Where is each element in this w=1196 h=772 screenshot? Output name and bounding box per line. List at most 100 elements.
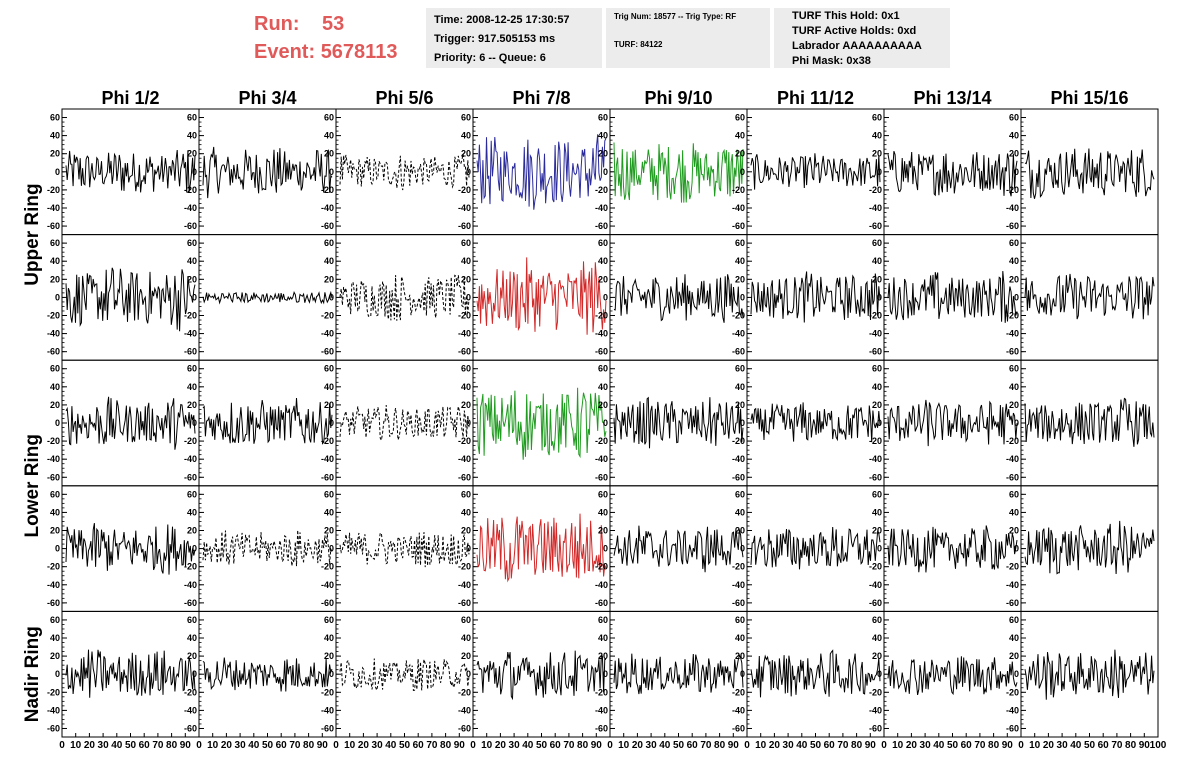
y-tick-label: 20 xyxy=(735,274,745,284)
waveform-trace xyxy=(202,290,333,305)
y-tick-label: 60 xyxy=(187,113,197,123)
waveform-trace xyxy=(65,523,196,575)
y-tick-label: 40 xyxy=(187,256,197,266)
waveform-trace xyxy=(65,267,196,332)
y-tick-label: 0 xyxy=(55,167,60,177)
y-tick-label: 0 xyxy=(603,544,608,554)
x-tick-label: 20 xyxy=(1043,740,1055,751)
y-tick-label: -20 xyxy=(321,562,334,572)
y-tick-label: -40 xyxy=(321,705,334,715)
y-tick-label: 60 xyxy=(187,364,197,374)
y-tick-label: 60 xyxy=(324,489,334,499)
y-tick-label: 20 xyxy=(872,651,882,661)
x-tick-label: 0 xyxy=(470,740,476,751)
waveform-trace xyxy=(887,150,1018,197)
x-tick-label: 50 xyxy=(1084,740,1096,751)
y-tick-label: 40 xyxy=(461,507,471,517)
x-tick-label: 90 xyxy=(454,740,466,751)
waveform-trace xyxy=(339,532,470,568)
x-tick-label: 20 xyxy=(632,740,644,751)
y-tick-label: 20 xyxy=(461,400,471,410)
y-tick-label: 0 xyxy=(877,544,882,554)
y-tick-label: 40 xyxy=(735,131,745,141)
x-tick-label: 40 xyxy=(1070,740,1082,751)
waveform-trace xyxy=(65,649,196,698)
waveform-trace xyxy=(476,387,607,460)
y-tick-label: 20 xyxy=(598,274,608,284)
y-tick-label: -20 xyxy=(1006,185,1019,195)
y-tick-label: -60 xyxy=(595,347,608,357)
y-tick-label: -40 xyxy=(458,203,471,213)
turf-active-holds-text: TURF Active Holds: 0xd xyxy=(792,25,917,37)
y-tick-label: -40 xyxy=(184,705,197,715)
x-tick-label: 30 xyxy=(98,740,110,751)
y-tick-label: 40 xyxy=(50,633,60,643)
y-tick-label: 60 xyxy=(1009,238,1019,248)
waveform-trace xyxy=(1024,273,1155,320)
y-tick-label: 40 xyxy=(735,382,745,392)
x-tick-label: 10 xyxy=(344,740,356,751)
y-tick-label: 20 xyxy=(735,651,745,661)
y-tick-label: -40 xyxy=(47,454,60,464)
y-tick-label: 0 xyxy=(329,418,334,428)
y-tick-label: 20 xyxy=(324,526,334,536)
y-tick-label: -60 xyxy=(184,221,197,231)
x-tick-label: 0 xyxy=(607,740,613,751)
y-tick-label: 40 xyxy=(872,131,882,141)
y-tick-label: -60 xyxy=(321,472,334,482)
y-tick-label: 60 xyxy=(598,489,608,499)
y-tick-label: 40 xyxy=(324,633,334,643)
y-tick-label: -60 xyxy=(1006,221,1019,231)
y-tick-label: -60 xyxy=(869,347,882,357)
waveform-trace xyxy=(750,526,881,570)
waveform-trace xyxy=(202,530,333,567)
column-header: Phi 13/14 xyxy=(913,88,991,108)
y-tick-label: 0 xyxy=(740,418,745,428)
y-tick-label: -60 xyxy=(1006,472,1019,482)
x-tick-label: 60 xyxy=(1098,740,1110,751)
turf-status-box: TURF This Hold: 0x1 TURF Active Holds: 0… xyxy=(774,8,950,68)
y-tick-label: 20 xyxy=(598,400,608,410)
y-tick-label: 40 xyxy=(1009,382,1019,392)
y-tick-label: -40 xyxy=(1006,580,1019,590)
y-tick-label: 20 xyxy=(1009,274,1019,284)
waveform-trace xyxy=(613,653,744,695)
y-tick-label: 40 xyxy=(187,507,197,517)
y-tick-label: 60 xyxy=(598,615,608,625)
y-tick-label: 0 xyxy=(55,292,60,302)
x-tick-label: 80 xyxy=(440,740,452,751)
x-tick-label: 80 xyxy=(303,740,315,751)
y-tick-label: 40 xyxy=(872,382,882,392)
column-header: Phi 3/4 xyxy=(238,88,296,108)
x-tick-label: 70 xyxy=(426,740,438,751)
y-tick-label: 60 xyxy=(1009,113,1019,123)
x-tick-label: 20 xyxy=(769,740,781,751)
y-tick-label: 0 xyxy=(329,544,334,554)
y-tick-label: 40 xyxy=(735,256,745,266)
x-tick-label: 0 xyxy=(59,740,65,751)
y-tick-label: -20 xyxy=(732,185,745,195)
x-tick-label: 100 xyxy=(1150,740,1167,751)
y-tick-label: 0 xyxy=(740,669,745,679)
y-tick-label: -20 xyxy=(321,185,334,195)
y-tick-label: -40 xyxy=(458,329,471,339)
y-tick-label: 60 xyxy=(598,364,608,374)
x-tick-label: 90 xyxy=(865,740,877,751)
y-tick-label: -20 xyxy=(47,687,60,697)
x-tick-label: 80 xyxy=(714,740,726,751)
y-tick-label: -40 xyxy=(1006,454,1019,464)
panel-frame xyxy=(609,610,748,738)
y-tick-label: 0 xyxy=(55,669,60,679)
y-tick-label: 20 xyxy=(598,651,608,661)
y-tick-label: 60 xyxy=(187,238,197,248)
panel-frame xyxy=(746,610,885,738)
x-tick-label: 70 xyxy=(837,740,849,751)
waveform-trace xyxy=(476,650,607,701)
y-tick-label: -40 xyxy=(869,203,882,213)
y-tick-label: -60 xyxy=(321,723,334,733)
y-tick-label: 60 xyxy=(50,615,60,625)
y-tick-label: 0 xyxy=(1014,418,1019,428)
event-label: Event: xyxy=(254,41,316,63)
y-tick-label: 60 xyxy=(872,238,882,248)
y-tick-label: -20 xyxy=(732,562,745,572)
